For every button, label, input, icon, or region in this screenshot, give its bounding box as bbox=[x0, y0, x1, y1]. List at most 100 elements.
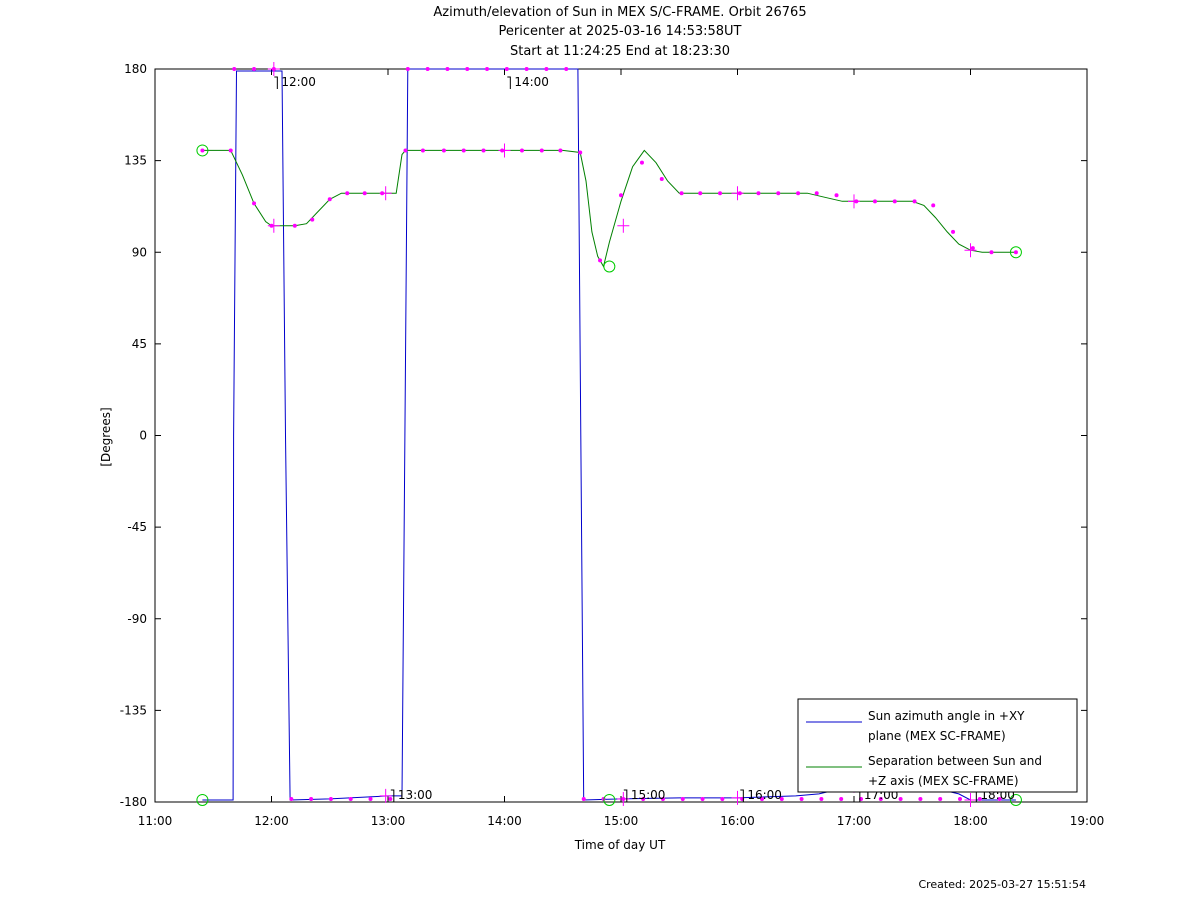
azimuth-point bbox=[348, 796, 353, 801]
separation-point bbox=[481, 148, 486, 153]
azimuth-point bbox=[564, 67, 569, 71]
azimuth-point bbox=[504, 67, 509, 71]
separation-point bbox=[619, 193, 623, 198]
separation-point bbox=[292, 223, 297, 228]
azimuth-point bbox=[660, 796, 665, 801]
legend-box bbox=[797, 698, 1078, 793]
chart-title-line-3: Start at 11:24:25 End at 18:23:30 bbox=[509, 44, 731, 59]
azimuth-point bbox=[779, 796, 784, 801]
azimuth-point bbox=[958, 796, 963, 801]
y-tick-label: -45 bbox=[127, 520, 147, 534]
separation-point bbox=[310, 217, 315, 222]
separation-point bbox=[558, 148, 563, 153]
azimuth-point bbox=[289, 796, 294, 801]
separation-point bbox=[989, 250, 994, 255]
legend-label-separation-1: Separation between Sun and bbox=[868, 754, 1042, 768]
chart-title-line-2: Pericenter at 2025-03-16 14:53:58UT bbox=[498, 24, 742, 39]
separation-point bbox=[578, 150, 583, 155]
y-tick-label: 180 bbox=[124, 62, 147, 76]
azimuth-point bbox=[405, 67, 410, 71]
x-tick-label: 16:00 bbox=[720, 814, 755, 828]
azimuth-point bbox=[485, 67, 490, 71]
separation-point bbox=[679, 191, 684, 196]
separation-point bbox=[1013, 250, 1018, 255]
azimuth-point bbox=[465, 67, 470, 71]
y-tick-label: 90 bbox=[132, 245, 147, 259]
separation-point bbox=[718, 191, 723, 196]
endpoint-circle-marker bbox=[1009, 793, 1022, 806]
separation-point bbox=[461, 148, 466, 153]
endpoint-circle-marker bbox=[603, 793, 616, 806]
hour-annotation-label: 16:00 bbox=[747, 788, 782, 802]
hour-annotation-label: 13:00 bbox=[398, 788, 433, 802]
hour-label-tick bbox=[274, 76, 278, 89]
azimuth-point bbox=[759, 796, 764, 801]
endpoint-circle-marker bbox=[196, 144, 209, 157]
y-axis-label: [Degrees] bbox=[99, 407, 113, 466]
separation-point bbox=[441, 148, 446, 153]
endpoint-circle-marker bbox=[1009, 246, 1022, 259]
hour-label-tick bbox=[623, 789, 628, 802]
hour-cross-marker bbox=[964, 792, 977, 807]
hour-cross-marker bbox=[267, 218, 280, 233]
chart-title-line-1: Azimuth/elevation of Sun in MEX S/C-FRAM… bbox=[433, 5, 807, 20]
x-axis-label: Time of day UT bbox=[574, 838, 666, 852]
separation-point bbox=[200, 148, 205, 153]
hour-cross-marker bbox=[498, 143, 511, 158]
azimuth-point bbox=[977, 796, 982, 801]
separation-point bbox=[814, 191, 819, 196]
separation-point bbox=[970, 246, 975, 251]
separation-point bbox=[639, 160, 644, 165]
series-line-separation bbox=[202, 149, 1016, 268]
hour-cross-marker bbox=[379, 788, 392, 803]
hour-label-tick bbox=[390, 789, 395, 802]
separation-point bbox=[327, 197, 332, 202]
azimuth-point bbox=[425, 67, 430, 71]
hour-annotation-label: 14:00 bbox=[514, 75, 549, 89]
separation-point bbox=[872, 199, 877, 204]
azimuth-point bbox=[309, 796, 314, 801]
hour-cross-marker bbox=[731, 186, 744, 201]
separation-point bbox=[362, 191, 367, 196]
hour-annotation-label: 12:00 bbox=[281, 75, 316, 89]
azimuth-point bbox=[581, 796, 586, 801]
azimuth-point bbox=[819, 796, 824, 801]
separation-point bbox=[931, 203, 936, 208]
separation-point bbox=[539, 148, 544, 153]
y-tick-label: 45 bbox=[132, 337, 147, 351]
separation-point bbox=[345, 191, 350, 196]
separation-point bbox=[598, 258, 603, 263]
separation-point bbox=[403, 148, 408, 153]
separation-point bbox=[228, 148, 233, 153]
hour-cross-marker bbox=[379, 186, 392, 201]
plot-area-frame bbox=[154, 68, 1088, 803]
y-tick-label: -135 bbox=[120, 703, 147, 717]
plot-lines bbox=[202, 68, 1016, 801]
y-tick-label: 135 bbox=[124, 154, 147, 168]
x-tick-label: 12:00 bbox=[254, 814, 289, 828]
azimuth-point bbox=[839, 796, 844, 801]
hour-cross-marker bbox=[617, 791, 630, 806]
series-line-azimuth bbox=[202, 68, 1016, 801]
separation-point bbox=[698, 191, 703, 196]
azimuth-point bbox=[997, 796, 1002, 801]
hour-cross-marker bbox=[964, 243, 977, 258]
azimuth-point bbox=[368, 796, 373, 801]
axis-ticks: 11:00 12:00 13:00 14:00 15:00 16:00 17:00 18:00… bbox=[120, 62, 1105, 828]
separation-point bbox=[776, 191, 781, 196]
y-tick-label: 0 bbox=[139, 429, 147, 443]
azimuth-point bbox=[641, 796, 646, 801]
legend-label-separation-2: +Z axis (MEX SC-FRAME) bbox=[868, 774, 1019, 788]
x-tick-label: 11:00 bbox=[138, 814, 173, 828]
separation-point bbox=[796, 191, 801, 196]
x-tick-label: 15:00 bbox=[604, 814, 639, 828]
x-tick-label: 17:00 bbox=[837, 814, 872, 828]
azimuth-point bbox=[700, 796, 705, 801]
hour-cross-marker bbox=[617, 218, 630, 233]
hour-annotation-label: 15:00 bbox=[631, 788, 666, 802]
azimuth-point bbox=[938, 796, 943, 801]
azimuth-point bbox=[388, 796, 393, 801]
azimuth-point bbox=[720, 796, 725, 801]
azimuth-point bbox=[799, 796, 804, 801]
